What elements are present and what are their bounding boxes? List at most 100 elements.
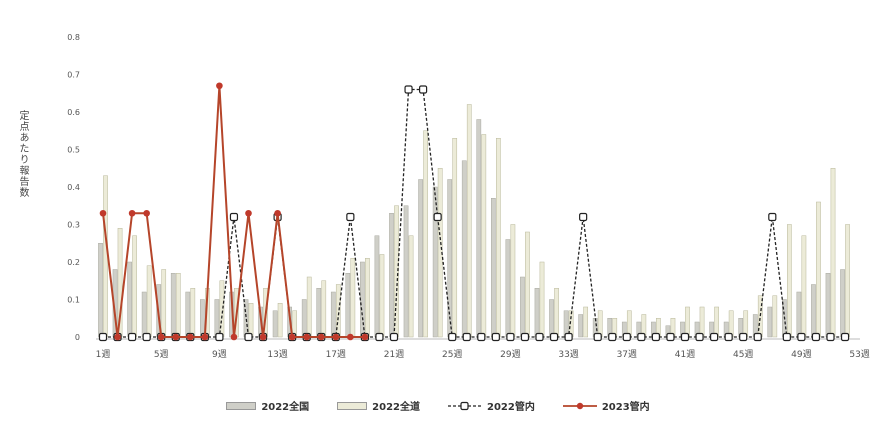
point-2022-local	[564, 332, 573, 342]
x-tick-label: 17週	[326, 349, 346, 360]
bar-2022-hokkaido	[845, 224, 850, 338]
x-tick-label: 33週	[558, 349, 578, 360]
point-2022-local	[549, 332, 559, 342]
bar-2022-hokkaido	[699, 306, 705, 338]
bar-2022-hokkaido	[452, 138, 458, 338]
point-2023-local	[288, 333, 296, 341]
bar-2022-national	[316, 288, 322, 338]
x-tick-label: 29週	[500, 349, 520, 360]
point-2022-local	[506, 332, 515, 342]
bar-2022-national	[491, 198, 496, 338]
y-tick-label: 0.6	[67, 108, 80, 117]
bar-2022-national	[811, 284, 816, 338]
y-tick-label: 0.4	[67, 183, 80, 192]
x-tick-label: 13週	[267, 349, 287, 360]
point-2022-local	[811, 332, 821, 342]
bar-2022-hokkaido	[321, 280, 327, 338]
point-2022-local	[142, 332, 151, 342]
x-tick-label: 53週	[849, 349, 869, 360]
point-2022-local	[128, 332, 137, 342]
point-2023-local	[172, 333, 180, 341]
point-2022-local	[419, 85, 428, 94]
point-2023-local	[332, 333, 340, 341]
x-tick-label: 37週	[617, 349, 637, 360]
point-2022-local	[375, 332, 384, 342]
point-2022-local	[520, 332, 530, 342]
x-tick-label: 41週	[675, 349, 695, 360]
bar-2022-hokkaido	[146, 265, 152, 338]
bar-2022-hokkaido	[525, 231, 530, 338]
point-2023-local	[245, 209, 252, 217]
legend: 2022全国 2022全道 2022管内 2023管内	[0, 398, 876, 413]
point-2022-local	[448, 332, 457, 342]
bar-2022-hokkaido	[161, 269, 167, 338]
bar-2022-hokkaido	[132, 235, 137, 338]
y-tick-label: 0.5	[67, 146, 80, 155]
legend-item-2022-local: 2022管内	[448, 398, 535, 413]
point-2022-local	[229, 212, 239, 222]
line-series	[98, 82, 850, 342]
legend-label: 2022全道	[372, 402, 420, 413]
y-tick-label: 0.1	[67, 296, 80, 305]
bar-2022-hokkaido	[394, 205, 399, 338]
bar-2022-hokkaido	[466, 104, 472, 338]
legend-label: 2022管内	[487, 402, 535, 413]
bar-2022-national	[214, 299, 220, 338]
bar-2022-national	[840, 269, 845, 338]
point-2022-local	[244, 332, 253, 342]
point-2022-local	[404, 85, 413, 94]
legend-label: 2022全国	[261, 402, 310, 413]
point-2022-local	[535, 332, 544, 342]
bar-2022-hokkaido	[539, 261, 545, 338]
point-2023-local	[216, 82, 223, 90]
bar-2022-hokkaido	[379, 254, 385, 338]
legend-swatch-2022-national	[226, 401, 257, 410]
bar-2022-hokkaido	[510, 224, 516, 338]
point-2022-local	[680, 332, 690, 342]
bar-2022-national	[505, 239, 511, 338]
bar-2022-hokkaido	[175, 273, 181, 338]
point-2023-local	[114, 333, 121, 341]
bar-2022-national	[301, 299, 307, 338]
bar-2022-national	[389, 213, 394, 338]
bar-2022-hokkaido	[423, 130, 428, 338]
point-2023-local	[230, 333, 238, 341]
bar-2022-national	[461, 160, 467, 338]
bar-2022-hokkaido	[772, 295, 778, 338]
point-2022-local	[608, 332, 617, 342]
point-2023-local	[274, 209, 281, 217]
x-tick-label: 49週	[791, 349, 811, 360]
point-2022-local	[389, 332, 399, 342]
bar-2022-national	[330, 291, 336, 338]
point-2022-local	[622, 332, 631, 342]
bar-2022-national	[200, 299, 205, 338]
bar-2022-national	[403, 205, 409, 338]
point-2022-local	[739, 332, 748, 342]
bar-2022-hokkaido	[816, 201, 821, 338]
bar-2022-national	[127, 261, 132, 338]
bar-2022-national	[476, 119, 482, 338]
point-2022-local	[477, 332, 486, 342]
x-tick-label: 9週	[212, 349, 227, 360]
bar-2022-hokkaido	[219, 280, 225, 338]
bar-2022-national	[796, 291, 802, 338]
point-2022-local	[346, 212, 355, 222]
bar-2022-hokkaido	[554, 288, 559, 338]
line-2022-local	[103, 88, 846, 338]
point-2022-local	[753, 332, 762, 342]
point-2022-local	[433, 212, 442, 222]
point-2023-local	[143, 209, 150, 217]
bar-2022-hokkaido	[801, 235, 807, 338]
x-tick-label: 25週	[442, 349, 462, 360]
legend-item-2022-national: 2022全国	[226, 398, 309, 413]
point-2022-local	[593, 332, 602, 342]
point-2023-local	[157, 333, 165, 341]
point-2023-local	[259, 333, 267, 341]
bar-2022-national	[345, 273, 351, 338]
x-tick-label: 1週	[96, 349, 111, 360]
x-axis: 1週 5週 9週 13週 17週 21週 25週 29週 33週 37週 41週 45週 49週 53週	[96, 338, 870, 360]
bar-2022-hokkaido	[685, 306, 690, 338]
bar-2022-hokkaido	[830, 168, 836, 338]
bar-2022-hokkaido	[714, 306, 719, 338]
bar-2022-hokkaido	[350, 258, 356, 338]
